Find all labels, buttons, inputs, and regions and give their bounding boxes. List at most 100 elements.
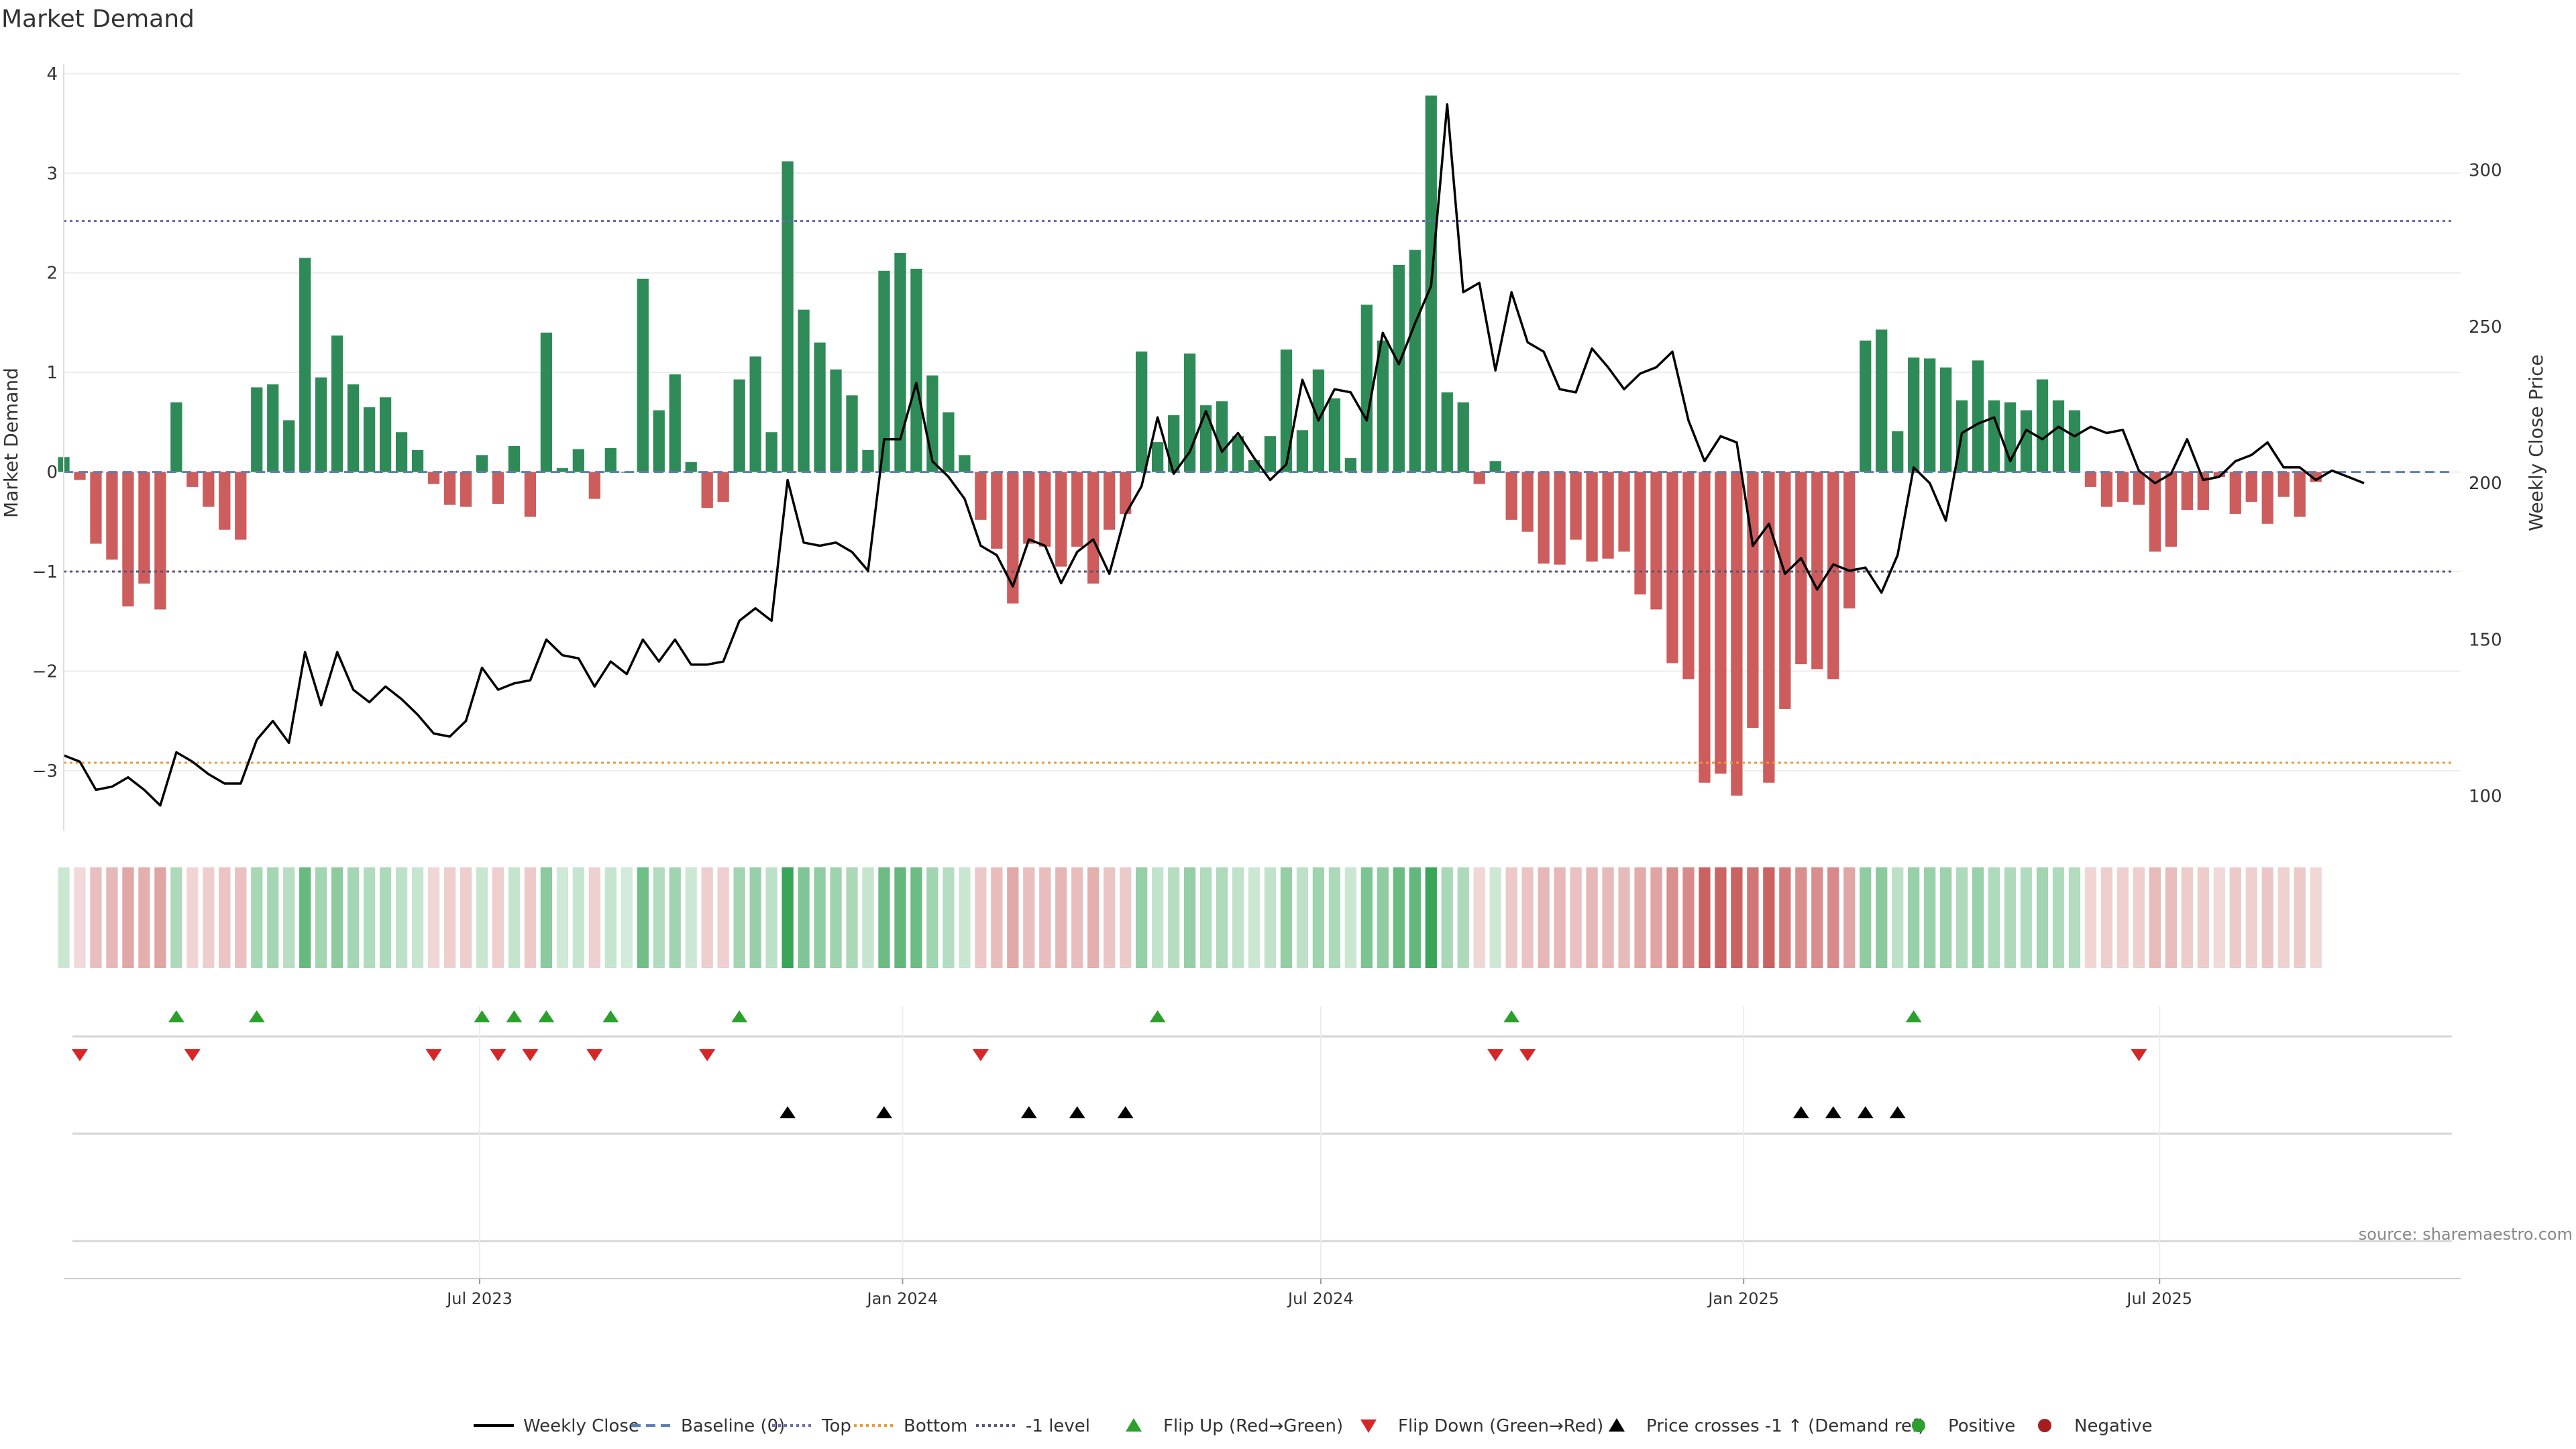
flip-down-marker [184,1049,201,1061]
demand-bar [2149,472,2161,552]
demand-heatstrip [58,867,2322,968]
heat-cell [1312,867,1325,968]
demand-bar [1136,351,1148,472]
heat-cell [1120,867,1132,968]
demand-bar [1570,472,1582,540]
heat-cell [1167,867,1180,968]
heat-cell [395,867,408,968]
demand-bar [347,384,360,472]
y-tick-label: 3 [46,164,58,184]
heat-cell [669,867,681,968]
y2-tick-label: 200 [2469,474,2502,494]
heat-cell [2197,867,2209,968]
demand-bar [798,309,810,472]
demand-bar [299,258,311,472]
y-tick-label: 2 [46,264,58,284]
heat-cell [283,867,295,968]
heat-cell [1892,867,1904,968]
heat-cell [2277,867,2290,968]
demand-bar [749,356,761,472]
y2-tick-label: 250 [2469,317,2502,337]
demand-bar [2100,472,2113,507]
heat-cell [1425,867,1437,968]
legend-item[interactable]: Positive [1912,1416,2015,1436]
heat-cell [460,867,472,968]
legend-item[interactable]: Flip Down (Green→Red) [1360,1416,1603,1436]
heat-cell [943,867,955,968]
demand-bar [2261,472,2273,524]
demand-bar [2213,472,2225,478]
demand-bar [283,420,295,472]
demand-bar [1264,436,1277,472]
y-axis-label: Market Demand [0,368,22,518]
demand-bar [782,161,794,472]
demand-bar [122,472,134,607]
demand-bar [653,410,665,472]
legend[interactable]: Weekly Close Baseline (0) Top Bottom -1 leve… [474,1416,2153,1436]
heat-cell [685,867,697,968]
heat-cell [2020,867,2033,968]
heat-cell [1055,867,1067,968]
legend-item[interactable]: Negative [2038,1416,2153,1436]
heat-cell [621,867,633,968]
legend-item[interactable]: Price crosses -1 ↑ (Demand ref) [1609,1416,1925,1436]
heat-cell [2100,867,2113,968]
demand-bar [2197,472,2209,511]
demand-bar [1634,472,1646,595]
x-axis: Jul 2023 Jan 2024 Jul 2024 Jan 2025 Jul 2025 [64,1278,2461,1308]
legend-item[interactable]: Bottom [854,1416,967,1436]
heat-cell [1860,867,1872,968]
demand-bar [2084,472,2097,487]
heat-cell [1232,867,1244,968]
demand-bar [492,472,504,504]
price-cross-marker [1825,1106,1841,1118]
heat-cell [991,867,1003,968]
demand-bar [1505,472,1517,520]
demand-bar [540,332,553,472]
demand-bar [862,449,874,472]
heat-cell [1344,867,1357,968]
legend-item[interactable]: -1 level [976,1416,1090,1436]
y-tick-label: −1 [32,562,58,582]
heat-cell [1328,867,1341,968]
legend-label: -1 level [1026,1416,1090,1436]
heat-cell [138,867,150,968]
heat-cell [1199,867,1212,968]
heat-cell [2294,867,2306,968]
demand-bar [1360,305,1373,472]
demand-bar [1892,431,1904,472]
demand-bar [1682,472,1695,680]
heat-cell [1779,867,1791,968]
heat-cell [1827,867,1839,968]
demand-bar [2294,472,2306,517]
heat-cell [1602,867,1614,968]
demand-bar [186,472,199,487]
price-cross-marker [1889,1106,1906,1118]
heat-cell [1554,867,1566,968]
demand-bar [1908,357,1920,472]
demand-bar [1457,402,1469,472]
heat-cell [2213,867,2225,968]
flip-down-marker [425,1049,442,1061]
heat-cell [2245,867,2257,968]
demand-bar [476,455,488,472]
legend-label: Weekly Close [523,1416,639,1436]
legend-item[interactable]: Baseline (0) [631,1416,785,1436]
demand-bar [1650,472,1662,610]
legend-item[interactable]: Weekly Close [474,1416,639,1436]
heat-cell [1908,867,1920,968]
legend-swatch [1126,1418,1142,1432]
demand-bar [315,377,327,472]
legend-item[interactable]: Flip Up (Red→Green) [1126,1416,1343,1436]
price-cross-marker [1792,1106,1809,1118]
demand-bar [1280,350,1293,472]
legend-item[interactable]: Top [772,1416,851,1436]
heat-cell [1409,867,1421,968]
y-tick-label: 1 [46,363,58,383]
flip-down-marker [972,1049,989,1061]
heat-cell [717,867,729,968]
heat-cell [975,867,987,968]
heat-cell [219,867,231,968]
demand-bar [379,397,392,472]
flip-down-marker [586,1049,603,1061]
